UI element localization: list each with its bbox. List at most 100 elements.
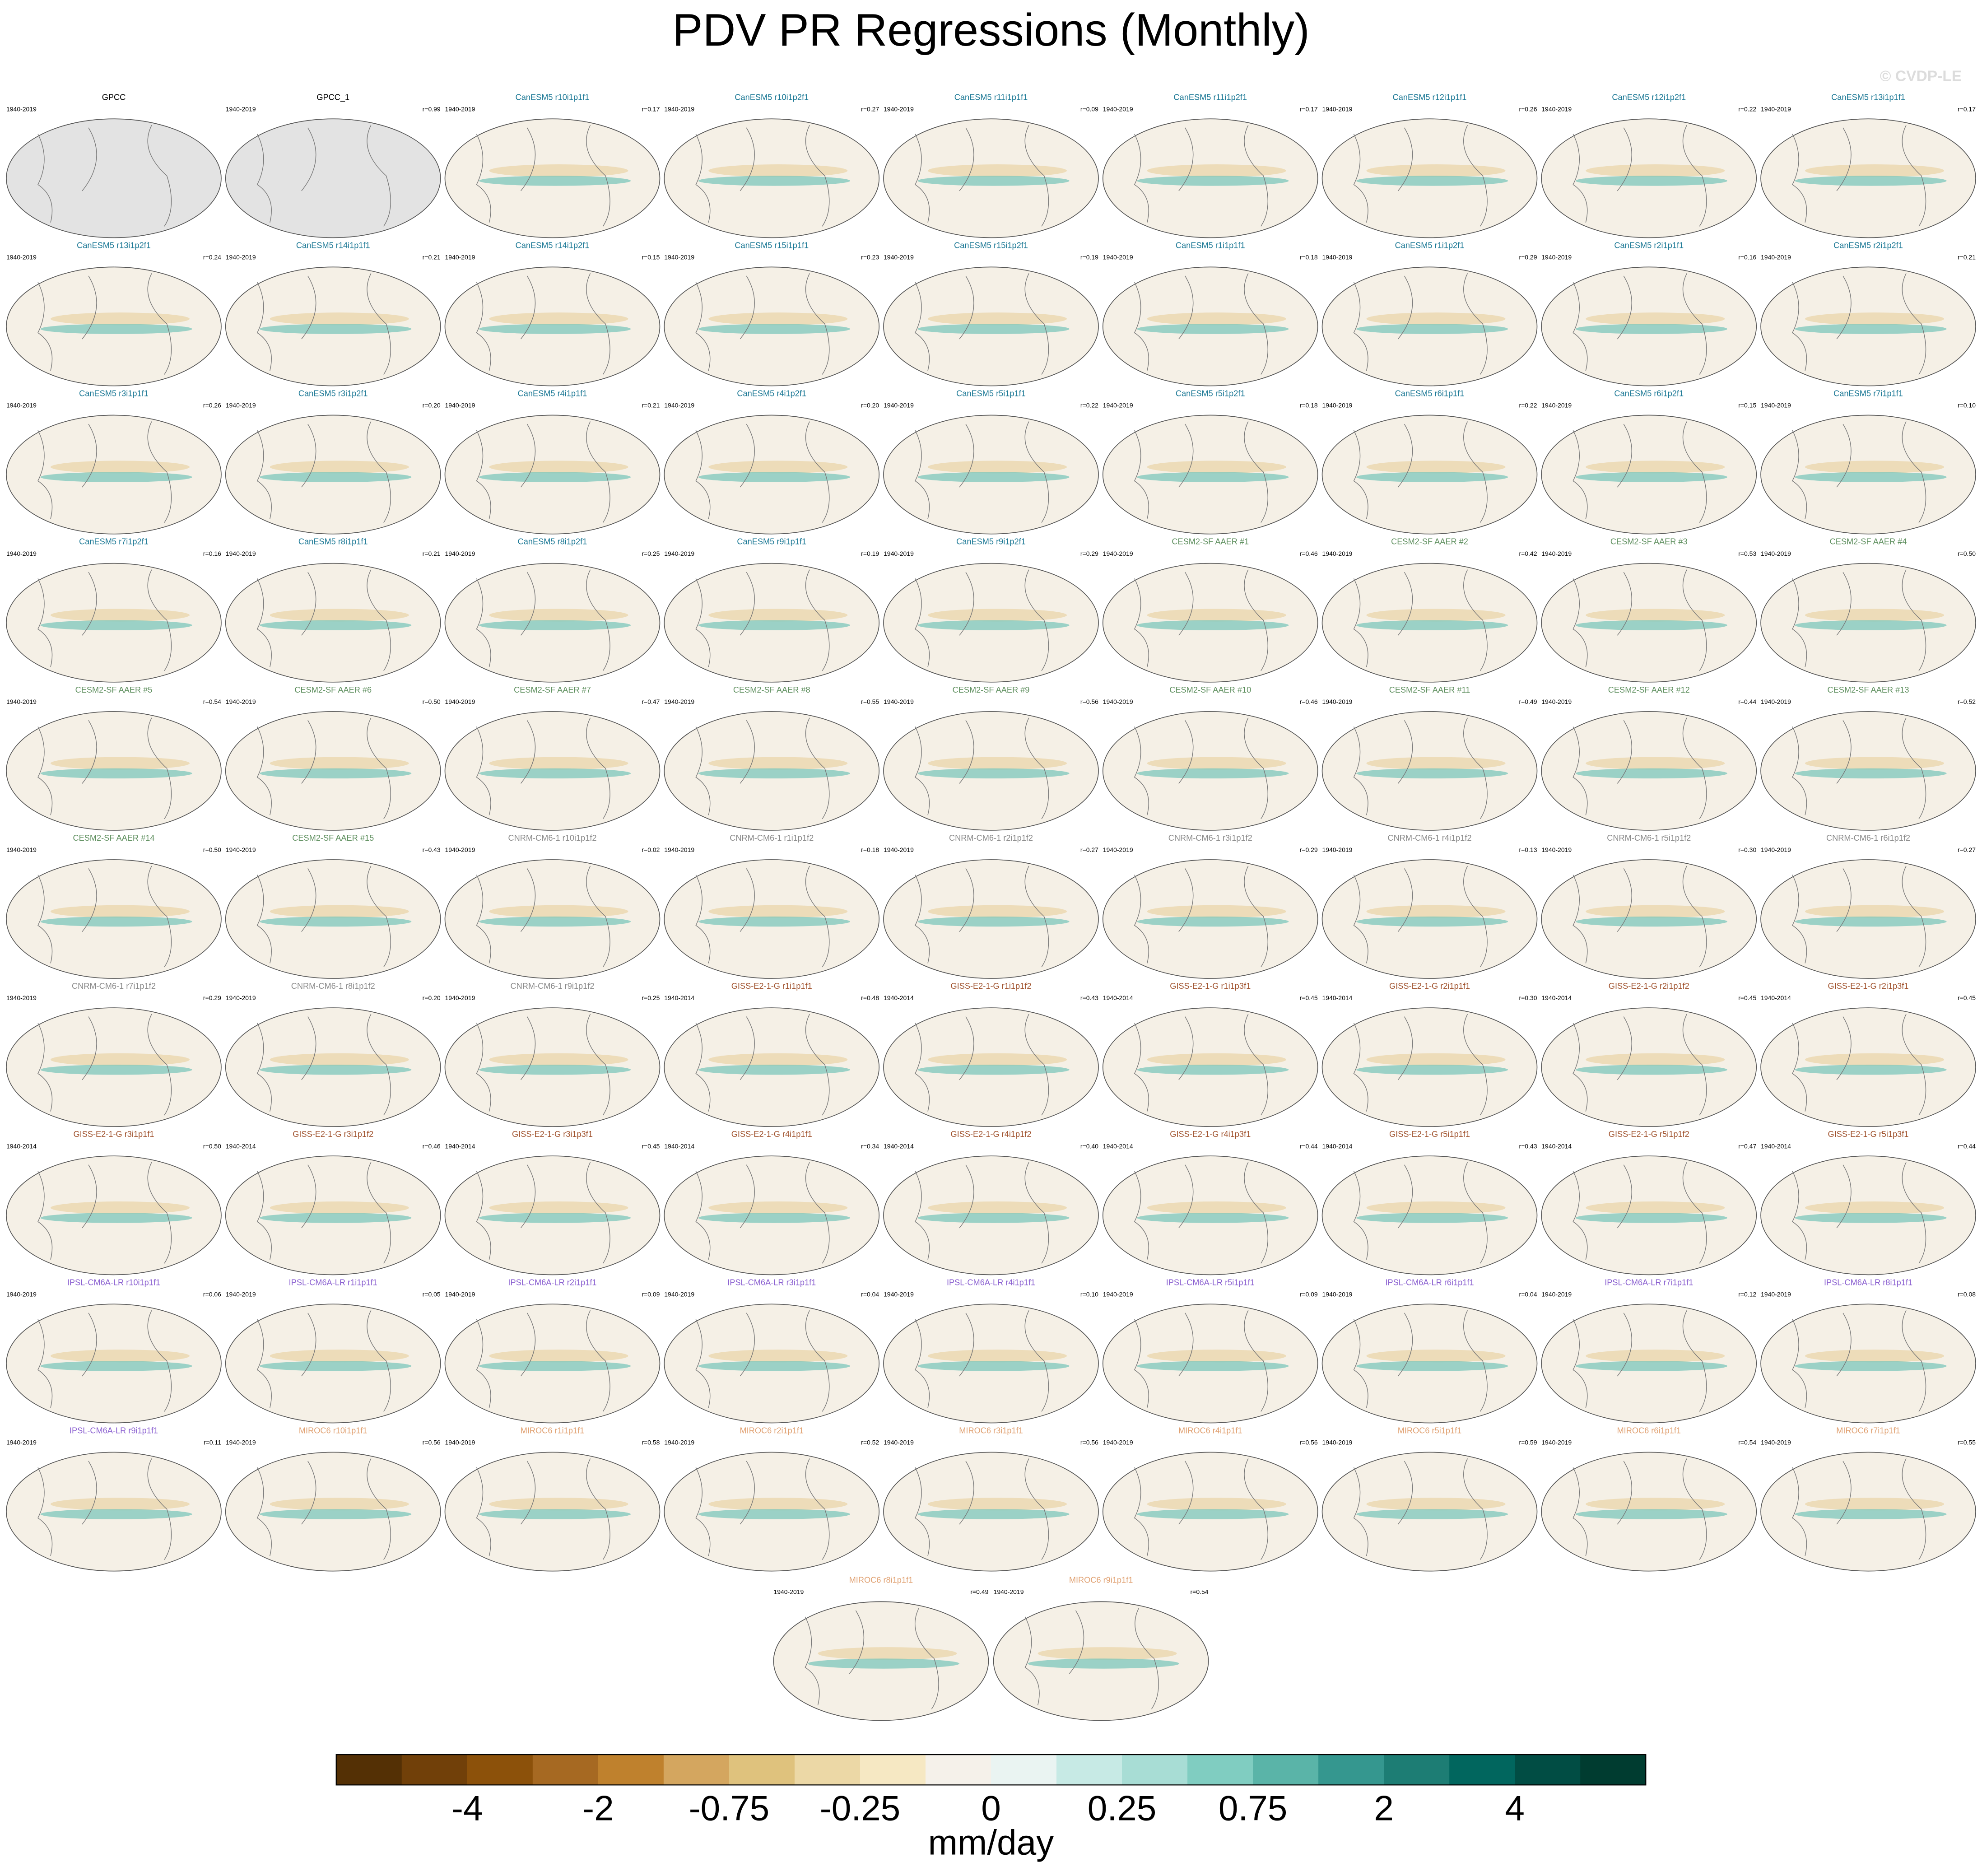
panel-period: 1940-2014 xyxy=(1541,1142,1572,1150)
panel-r: r=0.27 xyxy=(1958,846,1976,853)
panel-period: 1940-2019 xyxy=(1103,254,1133,261)
panel-period: 1940-2019 xyxy=(6,698,37,705)
coastline xyxy=(1134,421,1268,523)
panel-r: r=0.44 xyxy=(1958,1142,1976,1150)
colorbar-tick-label: -0.75 xyxy=(689,1788,770,1828)
map-shading xyxy=(260,1361,412,1371)
panel-title: GISS-E2-1-G r5i1p1f1 xyxy=(1389,1130,1470,1139)
panel-period: 1940-2019 xyxy=(884,550,914,557)
panel-r: r=0.45 xyxy=(1300,994,1318,1001)
panel-r: r=0.40 xyxy=(1080,1142,1098,1150)
map-shading xyxy=(1795,1065,1947,1075)
panel-period: 1940-2014 xyxy=(1541,994,1572,1001)
map-shading xyxy=(489,1498,628,1511)
panel-period: 1940-2019 xyxy=(445,846,475,853)
panel-title: CNRM-CM6-1 r9i1p1f2 xyxy=(511,982,595,991)
coastline xyxy=(1792,866,1926,968)
colorbar-box xyxy=(1580,1755,1647,1785)
map-shading xyxy=(50,1350,190,1363)
map-shading xyxy=(1586,461,1725,474)
map-shading xyxy=(917,916,1070,927)
panel-r: r=0.56 xyxy=(423,1439,441,1446)
panel-r: r=0.49 xyxy=(970,1588,988,1596)
panel-title: GISS-E2-1-G r4i1p1f2 xyxy=(951,1130,1032,1139)
map-shading xyxy=(708,1053,848,1066)
map-shading xyxy=(479,472,631,482)
coastline xyxy=(1573,125,1707,227)
map-shading xyxy=(1147,1498,1286,1511)
map-shading xyxy=(489,1350,628,1363)
map-shading xyxy=(708,757,848,770)
coastline xyxy=(1024,1608,1159,1709)
map-shading xyxy=(40,916,192,927)
panel-period: 1940-2019 xyxy=(445,994,475,1001)
panel-title: GPCC_1 xyxy=(316,93,349,102)
map-shading xyxy=(698,620,850,631)
map-shading xyxy=(1366,1350,1506,1363)
panel-title: GISS-E2-1-G r2i1p1f2 xyxy=(1609,982,1689,991)
map-shading xyxy=(708,461,848,474)
coastline xyxy=(256,1458,391,1560)
map-shading xyxy=(270,461,409,474)
colorbar-box xyxy=(729,1755,795,1785)
coastline xyxy=(1573,1458,1707,1560)
map-shading xyxy=(260,1213,412,1223)
panel-r: r=0.10 xyxy=(1958,402,1976,409)
map-shading xyxy=(1575,768,1727,779)
map-shading xyxy=(270,905,409,918)
colorbar-tick-label: 4 xyxy=(1505,1788,1525,1828)
map-shading xyxy=(270,757,409,770)
panel-title: CanESM5 r15i1p2f1 xyxy=(954,241,1028,250)
panel-title: CanESM5 r14i1p1f1 xyxy=(296,241,370,250)
panel-r: r=0.22 xyxy=(1080,402,1098,409)
coastline xyxy=(1353,1310,1488,1412)
panel-r: r=0.27 xyxy=(861,105,879,112)
colorbar-box xyxy=(401,1755,468,1785)
map-shading xyxy=(928,1053,1067,1066)
panel-period: 1940-2019 xyxy=(445,105,475,112)
panel-r: r=0.29 xyxy=(1080,550,1098,557)
coastline xyxy=(1353,273,1488,375)
colorbar-box xyxy=(598,1755,664,1785)
map-shading xyxy=(1795,472,1947,482)
panel-period: 1940-2019 xyxy=(1322,402,1353,409)
panel-title: CanESM5 r14i1p2f1 xyxy=(516,241,590,250)
coastline xyxy=(915,1310,1049,1412)
panel-r: r=0.54 xyxy=(1738,1439,1756,1446)
map-shading xyxy=(1366,757,1506,770)
panel-period: 1940-2019 xyxy=(6,994,37,1001)
panel-title: CanESM5 r7i1p1f1 xyxy=(1833,389,1903,398)
panel-title: CanESM5 r1i1p1f1 xyxy=(1176,241,1245,250)
panel-period: 1940-2014 xyxy=(226,1142,256,1150)
map-shading xyxy=(1137,1361,1289,1371)
coastline xyxy=(1353,717,1488,819)
map-shading xyxy=(1586,312,1725,326)
panel-r: r=0.30 xyxy=(1738,846,1756,853)
panel-period: 1940-2019 xyxy=(1322,1291,1353,1298)
coastline xyxy=(1573,717,1707,819)
panel-title: CNRM-CM6-1 r5i1p1f2 xyxy=(1607,833,1691,843)
panel-r: r=0.18 xyxy=(861,846,879,853)
panel-title: MIROC6 r1i1p1f1 xyxy=(521,1426,585,1435)
map-shading xyxy=(260,1065,412,1075)
panel-title: CanESM5 r4i1p1f1 xyxy=(518,389,587,398)
panel-period: 1940-2019 xyxy=(664,550,694,557)
panel-title: GISS-E2-1-G r3i1p3f1 xyxy=(512,1130,593,1139)
panel-r: r=0.22 xyxy=(1738,105,1756,112)
coastline xyxy=(695,866,830,968)
map-shading xyxy=(1575,1361,1727,1371)
coastline xyxy=(256,1014,391,1116)
panel-period: 1940-2019 xyxy=(226,402,256,409)
map-shading xyxy=(50,1053,190,1066)
panel-period: 1940-2019 xyxy=(445,402,475,409)
map-shading xyxy=(40,1361,192,1371)
coastline xyxy=(915,421,1049,523)
map-shading xyxy=(1356,472,1508,482)
map-shading xyxy=(1586,1498,1725,1511)
coastline xyxy=(695,569,830,671)
map-shading xyxy=(1805,164,1945,177)
panel-r: r=0.18 xyxy=(1300,254,1318,261)
panel-r: r=0.29 xyxy=(203,994,221,1001)
coastline xyxy=(1353,1458,1488,1560)
coastline xyxy=(1792,273,1926,375)
